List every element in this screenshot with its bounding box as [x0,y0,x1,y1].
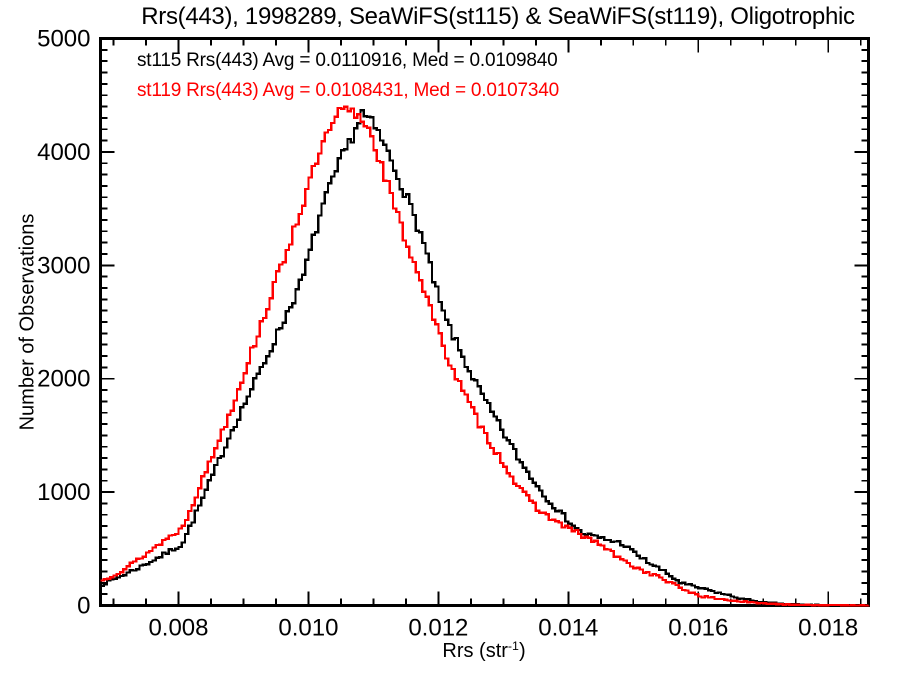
x-axis-label-sup: -1 [507,639,519,654]
x-tick-label: 0.012 [408,615,468,642]
y-axis-label: Number of Observations [16,213,39,431]
y-tick-label: 3000 [37,252,90,279]
series-curve-st119 [100,105,870,607]
x-tick-label: 0.008 [148,615,208,642]
series-curve-st115 [100,109,870,607]
chart-title: Rrs(443), 1998289, SeaWiFS(st115) & SeaW… [141,3,855,30]
legend-line-st119: st119 Rrs(443) Avg = 0.0108431, Med = 0.… [137,80,559,102]
x-tick-label: 0.018 [798,615,858,642]
x-tick-label: 0.016 [668,615,728,642]
y-tick-label: 4000 [37,139,90,166]
x-axis-label: Rrs (str-1) [100,639,868,663]
plot-frame [99,37,870,607]
y-tick-label: 1000 [37,479,90,506]
x-axis-label-main: Rrs (str [442,640,508,662]
y-tick-label: 2000 [37,366,90,393]
x-tick-label: 0.010 [278,615,338,642]
x-axis-label-end: ) [518,640,526,662]
legend-text-st115: st115 Rrs(443) Avg = 0.0110916, Med = 0.… [137,50,558,71]
x-tick-label: 0.014 [538,615,598,642]
y-tick-label: 0 [77,593,90,620]
legend-text-st119: st119 Rrs(443) Avg = 0.0108431, Med = 0.… [137,80,559,101]
y-tick-label: 5000 [37,26,90,53]
legend-line-st115: st115 Rrs(443) Avg = 0.0110916, Med = 0.… [137,50,558,72]
